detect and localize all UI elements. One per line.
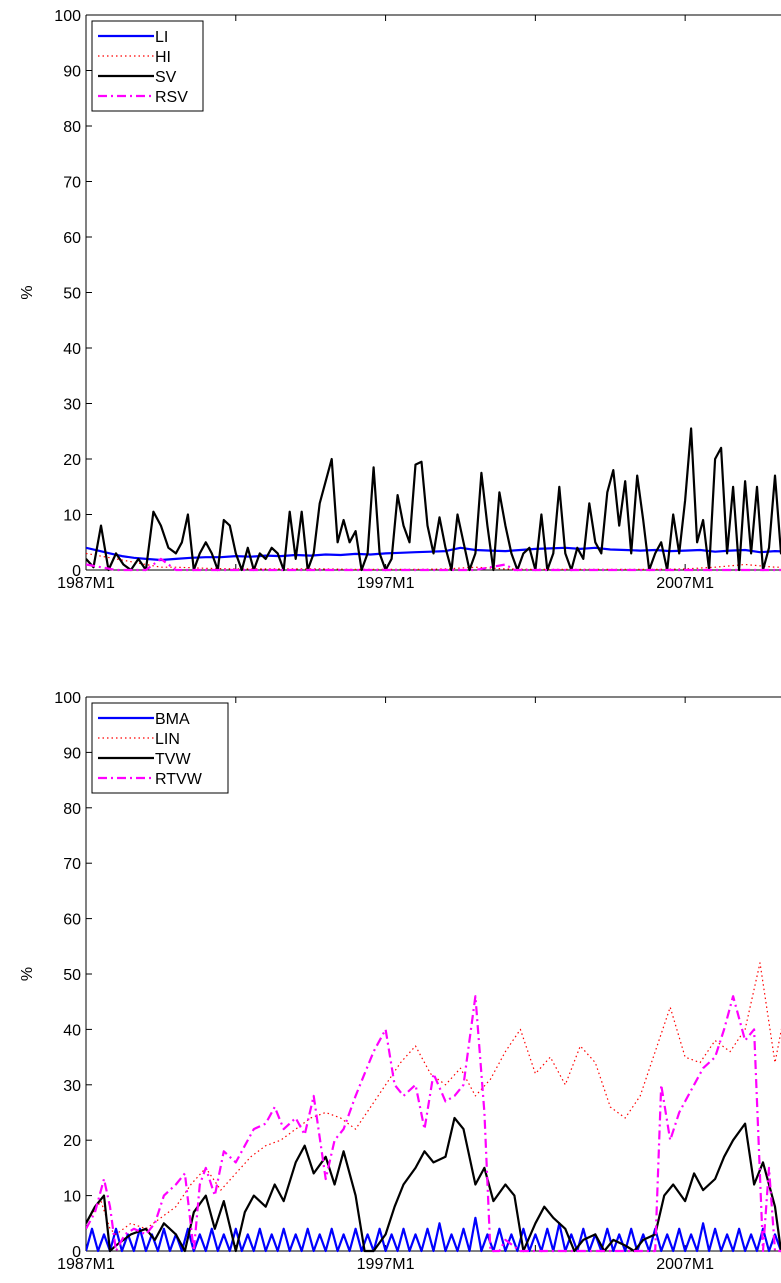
- y-tick-label: 50: [63, 967, 81, 984]
- x-tick-label: 1987M1: [57, 1256, 115, 1273]
- legend: BMA LIN TVW RTVW: [91, 702, 229, 794]
- legend-label: BMA: [155, 711, 190, 728]
- y-tick-label: 20: [63, 452, 81, 469]
- chart-top: 0 10 20 30 40 50 60 70 80 90 100 1987M1 1997M1 2007M1…: [19, 8, 781, 592]
- legend-label: HI: [155, 49, 171, 66]
- legend-label: LIN: [155, 731, 180, 748]
- y-tick-label: 10: [63, 1189, 81, 1206]
- y-tick-label: 60: [63, 912, 81, 929]
- y-tick-label: 80: [63, 801, 81, 818]
- y-tick-label: 30: [63, 1078, 81, 1095]
- y-tick-label: 70: [63, 175, 81, 192]
- y-axis-label: %: [19, 967, 36, 981]
- y-tick-label: 90: [63, 64, 81, 81]
- legend-label: SV: [155, 69, 177, 86]
- x-tick-label: 2007M1: [656, 1256, 714, 1273]
- series-group: [86, 962, 781, 1253]
- series-line-rsv: [86, 557, 781, 572]
- y-tick-label: 100: [54, 8, 81, 25]
- y-tick-label: 10: [63, 508, 81, 525]
- series-line-rtvw: [86, 995, 781, 1253]
- series-line-tvw: [86, 1116, 781, 1253]
- y-axis-label: %: [19, 285, 36, 299]
- legend-label: RTVW: [155, 771, 203, 788]
- y-tick-label: 0: [72, 563, 81, 580]
- x-tick-label: 1997M1: [357, 1256, 415, 1273]
- y-tick-label: 0: [72, 1244, 81, 1261]
- series-line-hi: [86, 552, 781, 570]
- x-tick-label: 2007M1: [656, 575, 714, 592]
- chart-bottom: 0 10 20 30 40 50 60 70 80 90 100 1987M1 1997M1 2007M1…: [19, 690, 781, 1273]
- y-tick-label: 90: [63, 745, 81, 762]
- y-tick-label: 30: [63, 397, 81, 414]
- series-line-sv: [86, 427, 781, 572]
- y-tick-label: 60: [63, 230, 81, 247]
- y-tick-label: 50: [63, 286, 81, 303]
- series-line-lin: [86, 962, 781, 1235]
- y-tick-label: 70: [63, 856, 81, 873]
- x-tick-label: 1987M1: [57, 575, 115, 592]
- legend-label: LI: [155, 29, 168, 46]
- legend-label: TVW: [155, 751, 191, 768]
- y-tick-label: 80: [63, 119, 81, 136]
- y-tick-label: 40: [63, 341, 81, 358]
- y-tick-label: 100: [54, 690, 81, 707]
- legend: LI HI SV RSV: [91, 20, 204, 112]
- y-tick-label: 40: [63, 1022, 81, 1039]
- x-tick-label: 1997M1: [357, 575, 415, 592]
- legend-label: RSV: [155, 89, 188, 106]
- series-group: [86, 427, 781, 572]
- series-line-bma: [86, 1216, 781, 1253]
- y-tick-label: 20: [63, 1133, 81, 1150]
